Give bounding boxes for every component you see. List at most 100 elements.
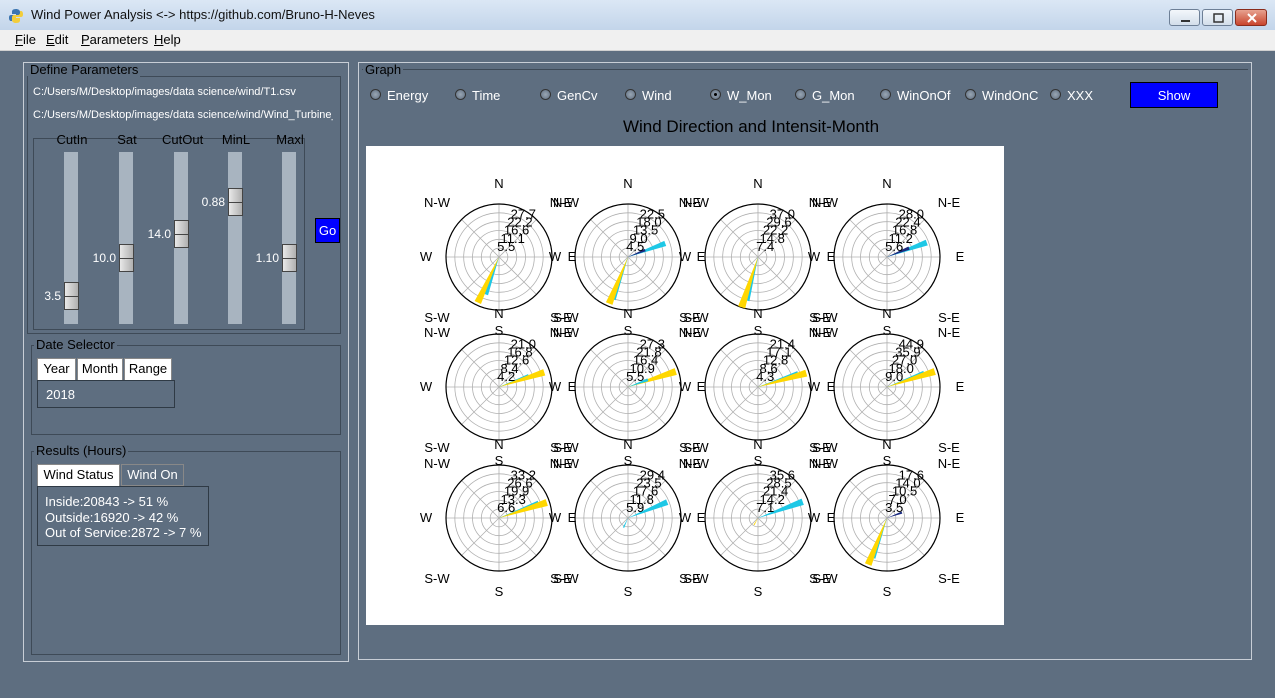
polar-direction-label: W xyxy=(549,379,562,394)
polar-direction-label: E xyxy=(956,510,965,525)
polar-direction-label: S-W xyxy=(683,310,709,325)
slider-thumb-minl[interactable] xyxy=(228,188,243,216)
polar-direction-label: N-W xyxy=(424,195,451,210)
radio-indicator xyxy=(795,89,806,100)
radio-wind[interactable]: Wind xyxy=(625,88,703,104)
polar-direction-label: W xyxy=(679,249,692,264)
polar-direction-label: W xyxy=(420,379,433,394)
show-button[interactable]: Show xyxy=(1130,82,1218,108)
radio-label: WinOnOf xyxy=(897,88,951,103)
menu-file[interactable]: File xyxy=(15,32,36,47)
polar-direction-label: S-E xyxy=(679,571,701,586)
go-button[interactable]: Go xyxy=(315,218,340,243)
slider-minl[interactable] xyxy=(228,152,242,324)
polar-ring-label: 35.6 xyxy=(770,467,795,482)
radio-winonof[interactable]: WinOnOf xyxy=(880,88,958,104)
menu-parameters[interactable]: Parameters xyxy=(81,32,149,47)
slider-thumb-cutout[interactable] xyxy=(174,219,189,248)
polar-direction-label: S-E xyxy=(550,310,572,325)
radio-time[interactable]: Time xyxy=(455,88,533,104)
polar-direction-label: S-E xyxy=(550,571,572,586)
radio-label: G_Mon xyxy=(812,88,855,103)
polar-ring-label: 27.0 xyxy=(892,353,917,368)
slider-thumb-maxl[interactable] xyxy=(282,244,297,273)
polar-ring-label: 35.9 xyxy=(895,345,920,360)
tab-year[interactable]: Year xyxy=(37,358,76,380)
polar-direction-label: N xyxy=(623,437,632,452)
menu-edit[interactable]: Edit xyxy=(46,32,69,47)
polar-direction-label: W xyxy=(420,249,433,264)
tab-range[interactable]: Range xyxy=(124,358,172,380)
radio-g_mon[interactable]: G_Mon xyxy=(795,88,873,104)
slider-cutin[interactable] xyxy=(64,152,78,324)
polar-direction-label: S-W xyxy=(812,571,838,586)
polar-grid-spoke xyxy=(590,256,629,295)
polar-direction-label: N-W xyxy=(424,325,451,340)
slider-sat[interactable] xyxy=(119,152,133,324)
left-panel xyxy=(23,62,349,662)
maximize-button[interactable] xyxy=(1202,9,1233,26)
polar-ring-label: 4.2 xyxy=(497,369,515,384)
polar-ring-label: 21.4 xyxy=(770,336,795,351)
polar-grid-spoke xyxy=(757,219,796,258)
polar-direction-label: N xyxy=(494,437,503,452)
polar-ring-label: 22.2 xyxy=(507,215,532,230)
radio-energy[interactable]: Energy xyxy=(370,88,448,104)
tab-wind-status[interactable]: Wind Status xyxy=(37,464,120,486)
year-value[interactable]: 2018 xyxy=(46,387,75,402)
polar-direction-label: S xyxy=(624,453,633,468)
polar-bar xyxy=(887,368,936,387)
polar-direction-label: N xyxy=(494,306,503,321)
polar-ring-label: 3.5 xyxy=(885,500,903,515)
polar-outline xyxy=(445,464,553,572)
menu-help[interactable]: Help xyxy=(154,32,181,47)
polar-ring-label: 14.2 xyxy=(760,492,785,507)
polar-grid-spoke xyxy=(627,517,666,556)
polar-direction-label: N xyxy=(753,176,762,191)
polar-direction-label: S-W xyxy=(683,571,709,586)
close-button[interactable] xyxy=(1235,9,1267,26)
polar-ring-label: 28.5 xyxy=(766,476,791,491)
slider-maxl[interactable] xyxy=(282,152,296,324)
radio-indicator xyxy=(625,89,636,100)
radio-windonc[interactable]: WindOnC xyxy=(965,88,1043,104)
polar-ring-label: 6.6 xyxy=(497,500,515,515)
polar-direction-label: N-E xyxy=(809,456,832,471)
radio-w_mon[interactable]: W_Mon xyxy=(710,88,788,104)
polar-grid-spoke xyxy=(757,349,796,388)
polar-direction-label: S xyxy=(883,323,892,338)
results-frame xyxy=(31,451,341,655)
polar-direction-label: S-W xyxy=(424,440,450,455)
polar-direction-label: S-E xyxy=(550,440,572,455)
polar-ring-label: 11.8 xyxy=(630,492,654,507)
plot-area: 5.5 11.1 16.6 22.2 27.7 N N-E E S-E S S-W W N-W 4.5 9.… xyxy=(366,146,1004,625)
polar-grid-spoke xyxy=(720,219,759,258)
minimize-button[interactable] xyxy=(1169,9,1200,26)
polar-direction-label: W xyxy=(679,510,692,525)
polar-outline xyxy=(833,464,941,572)
polar-direction-label: S-E xyxy=(809,440,831,455)
polar-bar xyxy=(474,257,499,305)
polar-bar xyxy=(499,499,548,518)
polar-direction-label: S xyxy=(624,584,633,599)
polar-ring-label: 11.2 xyxy=(889,231,913,246)
polar-grid-spoke xyxy=(590,480,629,519)
radio-gencv[interactable]: GenCv xyxy=(540,88,618,104)
tab-month[interactable]: Month xyxy=(77,358,123,380)
polar-direction-label: E xyxy=(956,379,965,394)
title-bar: Wind Power Analysis <-> https://github.c… xyxy=(0,0,1275,31)
polar-bar xyxy=(499,500,540,518)
polar-direction-label: N-E xyxy=(809,325,832,340)
slider-thumb-cutin[interactable] xyxy=(64,281,79,310)
polar-ring-label: 21.8 xyxy=(636,345,661,360)
tab-wind-on[interactable]: Wind On xyxy=(121,464,184,486)
slider-thumb-sat[interactable] xyxy=(119,244,134,273)
polar-panel-9: 6.613.319.926.633.2 N N-E E S-E S S-W W N-W xyxy=(420,437,577,599)
polar-outline xyxy=(574,203,682,311)
radio-xxx[interactable]: XXX xyxy=(1050,88,1128,104)
polar-grid-spoke xyxy=(720,480,759,519)
polar-ring-label: 22.2 xyxy=(763,223,788,238)
polar-outline xyxy=(704,203,812,311)
plot-title: Wind Direction and Intensit-Month xyxy=(622,117,880,136)
polar-direction-label: S-W xyxy=(553,310,579,325)
